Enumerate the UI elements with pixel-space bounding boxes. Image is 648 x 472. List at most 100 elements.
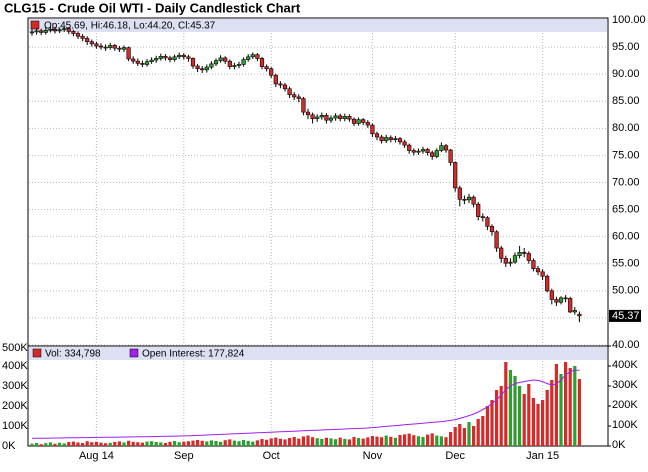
x-tick-label: Sep [174,450,194,462]
candle-body [402,141,407,146]
candle-body [282,84,288,90]
candle-body [430,152,435,157]
volume-tick-label: 200K [612,399,638,411]
candle-body [416,150,421,153]
volume-bar [444,437,448,446]
candle-body [393,138,398,141]
candle-body [71,31,76,34]
candle-body [172,56,177,60]
candle-body [135,60,140,64]
volume-bar [122,442,126,446]
candle-body [457,187,462,200]
legend-label: Open Interest: 177,824 [142,349,245,360]
volume-bar [177,442,181,446]
volume-bar [104,443,108,446]
candle-body [324,115,329,121]
candle-body [213,60,219,65]
volume-bar [81,443,85,446]
volume-bar [545,390,549,446]
candle-body [246,56,251,60]
volume-tick-label: 0K [2,440,16,452]
candle-body [558,297,564,303]
volume-bar [127,440,131,446]
candle-body [117,47,122,50]
candle-body [365,122,370,126]
volume-bar [145,441,149,446]
candle-body [374,133,380,138]
volume-bar [53,443,57,446]
volume-bar [393,437,397,446]
candle-body [333,115,338,119]
volume-tick-label: 400K [2,360,28,372]
volume-bar [453,427,457,446]
candle-body [494,231,499,249]
volume-bar [182,441,186,446]
volume-bar [196,440,200,446]
candle-body [370,124,375,135]
candle-body [301,98,306,113]
candle-body [241,59,246,65]
volume-bar [200,440,204,446]
volume-bar [462,428,466,446]
x-tick-label: Nov [363,450,383,462]
candle-body [508,261,513,264]
y-tick-label: 80.00 [612,122,640,134]
candle-body [278,83,283,86]
candle-body [453,162,458,189]
candle-body [503,258,508,264]
candle-body [425,149,430,154]
candle-body [140,63,145,65]
volume-bar [476,419,480,446]
volume-bar [495,390,499,446]
candle-body [517,252,522,256]
volume-tick-label: 100K [612,419,638,431]
volume-bar [30,443,34,446]
candle-body [315,116,320,119]
candle-body [328,117,334,121]
volume-bar [232,440,236,446]
volume-bar [366,437,370,446]
volume-bar [48,442,52,446]
volume-bar [283,439,287,446]
candle-body [200,68,205,71]
header-strip [29,19,607,32]
volume-bar [352,437,356,446]
y-tick-label: 85.00 [612,95,640,107]
volume-strip [29,347,607,360]
volume-bar [251,441,255,446]
candle-body [338,115,343,119]
volume-tick-label: 200K [2,400,28,412]
y-tick-label: 75.00 [612,149,640,161]
candle-body [269,68,274,76]
volume-tick-label: 300K [2,380,28,392]
candle-body [466,196,472,201]
candle-body [388,137,393,141]
candle-body [181,54,186,58]
volume-bar [108,442,112,446]
volume-bar [186,441,190,446]
volume-bar [430,433,434,446]
y-tick-label: 40.00 [612,339,640,351]
volume-bar [163,443,167,446]
candle-body [287,88,292,96]
candle-body [545,275,550,292]
y-tick-label: 90.00 [612,68,640,80]
candle-body [535,268,541,273]
volume-bar [398,435,402,446]
candle-body [549,290,554,300]
volume-bar [467,422,471,446]
volume-bar [265,439,269,446]
volume-bar [329,438,333,446]
candle-body [43,29,48,33]
candle-body [39,30,44,33]
volume-bar [292,437,296,446]
volume-bar [90,442,94,446]
candle-body [342,116,347,119]
volume-bar [168,441,172,446]
candle-body [489,226,495,233]
candle-body [296,96,301,99]
volume-bar [481,416,485,446]
volume-bar [347,439,351,446]
candle-body [310,114,315,119]
